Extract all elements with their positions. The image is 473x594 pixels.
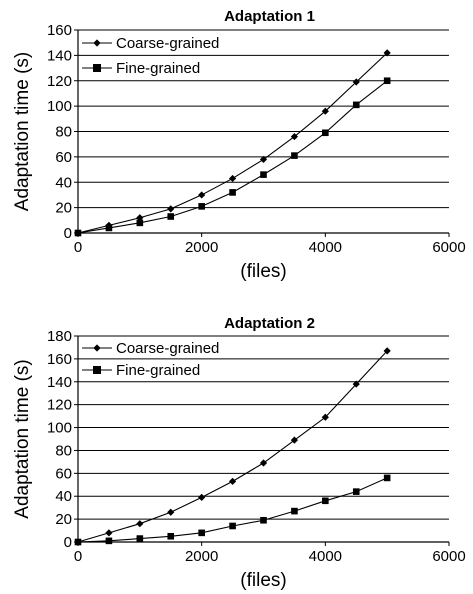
data-point-diamond bbox=[290, 436, 299, 444]
data-point-square bbox=[322, 497, 329, 505]
data-point-square bbox=[260, 516, 267, 524]
y-tick-label: 160 bbox=[47, 351, 72, 368]
y-tick-label: 80 bbox=[55, 442, 72, 459]
y-tick-label: 60 bbox=[55, 149, 72, 166]
data-point-square bbox=[105, 537, 113, 545]
legend-marker-diamond bbox=[93, 39, 101, 47]
x-tick-label: 6000 bbox=[432, 239, 465, 256]
data-point-diamond bbox=[105, 529, 113, 537]
x-axis-label: (files) bbox=[240, 570, 286, 591]
data-point-square bbox=[136, 535, 144, 542]
x-tick-label: 4000 bbox=[309, 548, 342, 565]
data-point-square bbox=[352, 101, 360, 109]
y-tick-label: 120 bbox=[47, 73, 72, 90]
data-point-square bbox=[383, 77, 391, 85]
y-tick-label: 140 bbox=[47, 47, 72, 64]
data-point-diamond bbox=[321, 413, 329, 421]
x-tick-label: 0 bbox=[74, 239, 82, 256]
y-axis-label: Adaptation time (s) bbox=[12, 359, 33, 518]
data-point-square bbox=[167, 213, 175, 220]
y-tick-label: 80 bbox=[55, 124, 72, 141]
data-point-diamond bbox=[228, 477, 237, 485]
x-tick-label: 0 bbox=[74, 548, 82, 565]
chart-title: Adaptation 2 bbox=[224, 315, 315, 332]
data-point-diamond bbox=[383, 347, 391, 355]
data-point-square bbox=[322, 129, 329, 137]
y-axis-label: Adaptation time (s) bbox=[12, 52, 33, 211]
data-point-square bbox=[229, 522, 236, 530]
series-line-fine-grained bbox=[77, 477, 388, 543]
data-point-diamond bbox=[167, 508, 175, 516]
y-tick-label: 0 bbox=[64, 225, 72, 242]
y-tick-label: 100 bbox=[47, 420, 72, 437]
x-tick-label: 4000 bbox=[309, 239, 342, 256]
data-point-diamond bbox=[136, 520, 144, 528]
data-point-diamond bbox=[352, 380, 360, 388]
data-point-diamond bbox=[198, 493, 206, 501]
data-point-square bbox=[260, 171, 267, 178]
data-point-diamond bbox=[321, 107, 329, 115]
y-tick-label: 40 bbox=[55, 174, 72, 191]
data-point-square bbox=[167, 532, 175, 540]
legend-marker-diamond bbox=[93, 344, 101, 352]
data-point-diamond bbox=[352, 78, 360, 86]
y-tick-label: 0 bbox=[64, 534, 72, 551]
data-point-square bbox=[291, 507, 298, 515]
series-line-coarse-grained bbox=[77, 52, 388, 234]
y-tick-label: 140 bbox=[47, 374, 72, 391]
y-tick-label: 120 bbox=[47, 397, 72, 414]
data-point-diamond bbox=[167, 205, 175, 213]
x-tick-label: 2000 bbox=[185, 548, 218, 565]
y-tick-label: 180 bbox=[47, 328, 72, 345]
y-tick-label: 20 bbox=[55, 200, 72, 217]
data-point-square bbox=[105, 224, 113, 232]
legend-label: Fine-grained bbox=[116, 362, 200, 379]
y-tick-label: 40 bbox=[55, 488, 72, 505]
x-tick-label: 6000 bbox=[432, 548, 465, 565]
data-point-square bbox=[352, 488, 360, 495]
data-point-diamond bbox=[259, 155, 268, 164]
legend-label: Fine-grained bbox=[116, 60, 200, 77]
data-point-square bbox=[136, 219, 144, 227]
data-point-diamond bbox=[383, 49, 391, 57]
data-point-square bbox=[198, 529, 205, 537]
data-point-square bbox=[229, 189, 236, 196]
data-point-diamond bbox=[259, 459, 268, 467]
data-point-square bbox=[74, 229, 82, 237]
y-tick-label: 160 bbox=[47, 22, 72, 39]
legend-label: Coarse-grained bbox=[116, 35, 219, 52]
data-point-square bbox=[291, 152, 298, 159]
chart-title: Adaptation 1 bbox=[224, 8, 315, 25]
y-tick-label: 20 bbox=[55, 511, 72, 528]
legend-marker-square bbox=[93, 64, 101, 72]
data-point-diamond bbox=[228, 174, 237, 183]
data-point-diamond bbox=[290, 132, 299, 141]
chart-2: 0 20 40 60 80 100 120 140 160 180 0 2000 4000 6000 Ada… bbox=[12, 315, 466, 591]
y-tick-label: 100 bbox=[47, 98, 72, 115]
x-axis-label: (files) bbox=[240, 261, 286, 282]
legend-marker-square bbox=[93, 366, 101, 374]
series-line-coarse-grained bbox=[77, 350, 388, 543]
data-point-square bbox=[198, 203, 205, 210]
data-point-square bbox=[383, 474, 391, 482]
chart-1: 0 20 40 60 80 100 120 140 160 0 2000 4000 6000 Adapta… bbox=[12, 8, 466, 282]
data-point-diamond bbox=[198, 191, 206, 199]
y-tick-label: 60 bbox=[55, 465, 72, 482]
x-tick-label: 2000 bbox=[185, 239, 218, 256]
legend-label: Coarse-grained bbox=[116, 340, 219, 357]
data-point-square bbox=[74, 538, 82, 546]
